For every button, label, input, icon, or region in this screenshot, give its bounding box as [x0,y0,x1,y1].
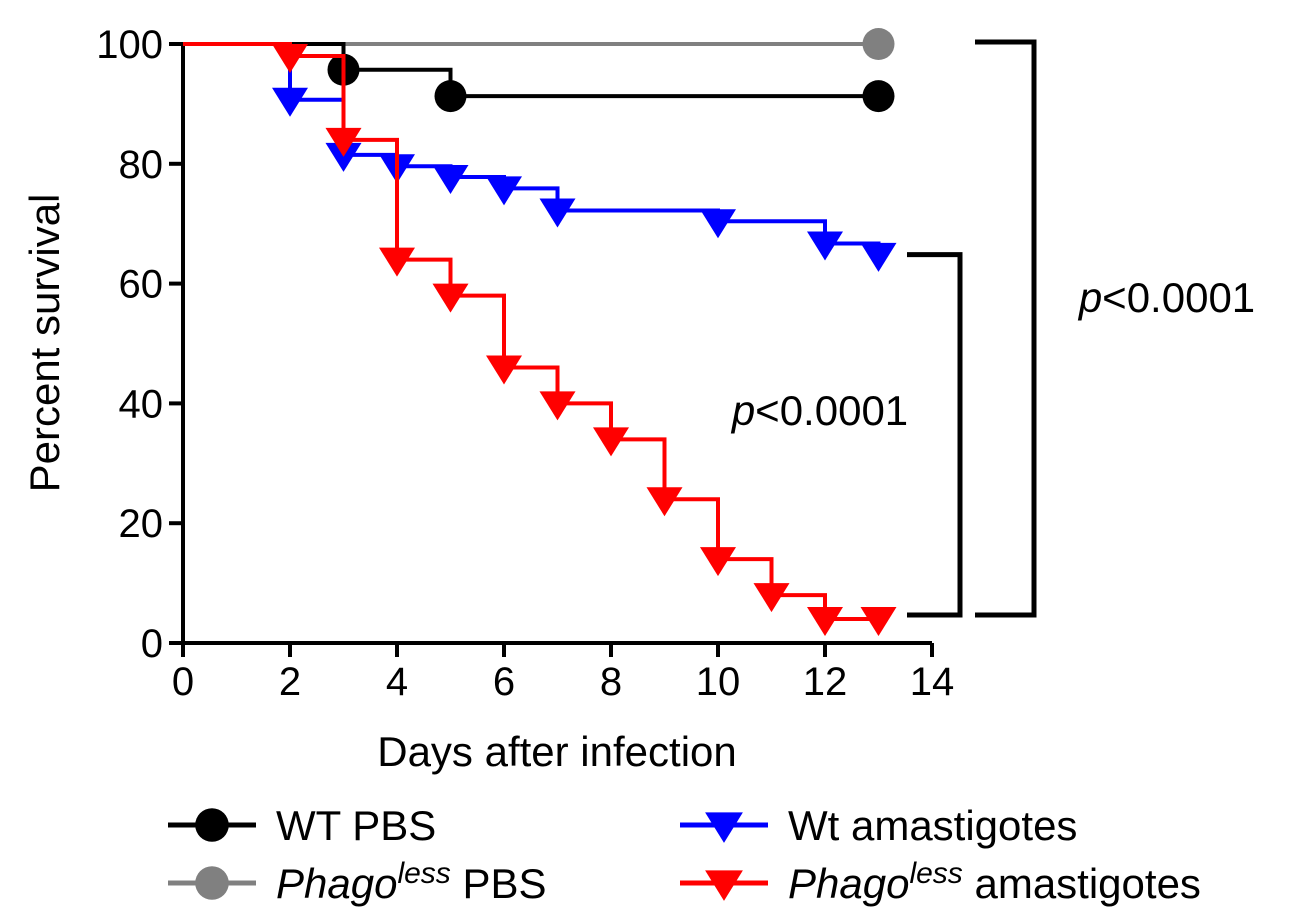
x-tick-label-12: 12 [803,660,848,704]
point-wt-amastigotes-8 [860,242,897,272]
point-wt-amastigotes-0 [272,87,308,117]
legend-marker-wt-pbs [195,808,229,842]
point-phago-amastigotes-9 [753,583,790,613]
point-phago-amastigotes-2 [379,247,415,277]
legend-label-text: amastigotes [963,860,1201,907]
point-phago-amastigotes-7 [646,487,683,517]
p-value: <0.0001 [1102,274,1255,321]
legend-label-superscript: less [397,857,450,890]
point-wt-pbs-2 [862,80,895,113]
p-italic: p [730,387,755,434]
chart-series [183,28,897,637]
x-axis-title: Days after infection [377,728,737,775]
point-phago-amastigotes-11 [860,607,897,637]
p-italic: p [1077,274,1102,321]
legend-label-phago-pbs: Phagoless PBS [276,857,547,907]
point-phago-amastigotes-6 [593,427,629,457]
x-tick-label-8: 8 [600,660,622,704]
legend-item-phago-amastigotes: Phagoless amastigotes [680,857,1201,907]
point-wt-amastigotes-1 [325,142,362,172]
series-phago-amastigotes [183,42,897,637]
legend-label-superscript: less [909,857,962,890]
y-tick-label-0: 0 [141,622,163,666]
point-wt-pbs-1 [434,80,467,113]
x-tick-label-14: 14 [910,660,955,704]
y-tick-label-20: 20 [119,502,164,546]
point-phago-amastigotes-10 [807,607,843,637]
legend-item-phago-pbs: Phagoless PBS [168,857,547,907]
legend-label-phago-amastigotes: Phagoless amastigotes [788,857,1201,907]
x-tick-label-0: 0 [172,660,194,704]
significance-bracket-1 [907,252,963,618]
point-wt-amastigotes-6 [700,209,736,239]
point-phago-amastigotes-5 [539,391,576,421]
chart-axes: 0 2 4 6 8 10 12 14 0 20 40 60 80 100 Days after infect… [21,23,954,775]
point-phago-amastigotes-1 [325,127,362,157]
series-line-phago-amastigotes [183,42,879,622]
legend-label-italic: Phago [276,860,397,907]
legend-marker-phago-amastigotes [705,870,743,901]
point-wt-amastigotes-4 [486,176,522,206]
point-wt-amastigotes-7 [807,231,843,261]
x-tick-label-4: 4 [386,660,408,704]
y-tick-label-60: 60 [119,263,164,307]
point-phago-pbs-0 [862,28,895,60]
point-wt-amastigotes-3 [432,164,469,194]
series-line-wt-pbs [183,42,879,99]
legend-label-wt-amastigotes: Wt amastigotes [788,802,1077,849]
x-tick-label-6: 6 [493,660,515,704]
series-line-wt-amastigotes [183,42,881,255]
x-tick-label-2: 2 [279,660,301,704]
point-phago-amastigotes-0 [272,43,308,73]
point-phago-amastigotes-8 [700,547,736,577]
series-wt-amastigotes [183,42,897,272]
p-value-label-2: p<0.0001 [1077,274,1255,321]
legend-marker-phago-pbs [195,866,229,900]
point-wt-amastigotes-5 [539,198,576,228]
x-tick-label-10: 10 [696,660,741,704]
y-tick-label-80: 80 [119,143,164,187]
legend-label-italic: Phago [788,860,909,907]
legend-item-wt-pbs: WT PBS [168,802,436,849]
y-axis-title: Percent survival [21,194,68,493]
legend-item-wt-amastigotes: Wt amastigotes [680,802,1077,849]
point-phago-amastigotes-4 [486,355,522,385]
y-tick-label-40: 40 [119,382,164,426]
p-value-label-1: p<0.0001 [730,387,908,434]
p-value: <0.0001 [755,387,908,434]
legend-label-text: PBS [451,860,547,907]
y-tick-label-100: 100 [96,23,163,67]
legend-marker-wt-amastigotes [705,812,743,843]
point-phago-amastigotes-3 [432,283,469,313]
significance-bracket-2 [975,39,1037,618]
legend-label-wt-pbs: WT PBS [276,802,436,849]
